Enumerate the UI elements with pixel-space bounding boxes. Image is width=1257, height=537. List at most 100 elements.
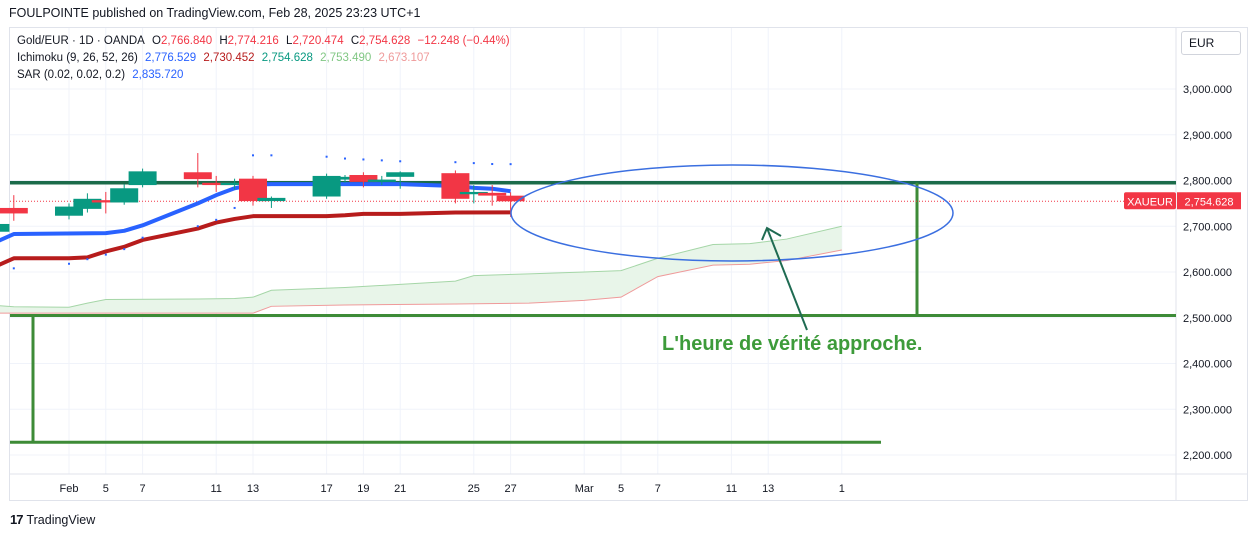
x-tick-label: 1 <box>839 483 845 495</box>
sar-dot <box>141 236 144 239</box>
x-tick-label: 11 <box>210 483 221 495</box>
ichimoku-span-a-line <box>0 225 842 308</box>
sar-dot <box>104 253 107 256</box>
y-tick-label: 2,400.000 <box>1183 359 1232 371</box>
sar-dot <box>472 162 475 165</box>
ichimoku-span-b-line <box>0 249 842 314</box>
symbol-price-tag-text: XAUEUR <box>1127 196 1173 208</box>
x-tick-label: 21 <box>394 483 406 495</box>
sar-dot <box>325 155 328 158</box>
ohlc-open: O2,766.840 <box>152 35 213 47</box>
sar-dot <box>491 163 494 166</box>
y-tick-label: 2,200.000 <box>1183 450 1232 462</box>
candle-up <box>73 198 102 209</box>
tradingview-logo-text: TradingView <box>26 513 96 527</box>
y-tick-label: 2,700.000 <box>1183 221 1232 233</box>
ichimoku-kijun-value: 2,730.452 <box>203 52 255 64</box>
ohlc-low: L2,720.474 <box>286 35 344 47</box>
x-tick-label: 25 <box>468 483 480 495</box>
candle-up <box>386 172 415 177</box>
candle-up <box>257 197 286 202</box>
sar-dot <box>509 163 512 166</box>
candle-down <box>91 200 120 203</box>
ichimoku-kijun-line <box>0 210 511 267</box>
ichimoku-label: Ichimoku (9, 26, 52, 26) <box>17 52 138 64</box>
candle-up <box>331 176 359 180</box>
x-tick-label: 17 <box>320 483 332 495</box>
sar-dot <box>344 157 346 160</box>
candle-up <box>220 182 249 186</box>
x-tick-label: 11 <box>726 483 737 495</box>
x-tick-label: 13 <box>762 483 774 495</box>
symbol-price-tag <box>1124 192 1176 210</box>
last-price-tag <box>1177 192 1241 210</box>
ichimoku-span-a-value: 2,753.490 <box>320 52 372 64</box>
candle-down <box>239 178 267 202</box>
y-tick-label: 2,600.000 <box>1183 267 1232 279</box>
ichimoku-tenkan-value: 2,776.529 <box>145 52 197 64</box>
sar-dot <box>68 262 70 265</box>
x-tick-label: Feb <box>60 483 79 495</box>
x-tick-label: 7 <box>655 483 661 495</box>
x-tick-label: Mar <box>575 483 594 495</box>
annotation-arrow-head <box>761 226 782 241</box>
ohlc-legend: Gold/EUR · 1D · OANDA O2,766.840 H2,774.… <box>17 35 514 47</box>
annotation-arrow <box>766 227 808 331</box>
candle-down <box>496 195 525 202</box>
tradingview-logo[interactable]: 17 TradingView <box>10 512 95 527</box>
sar-dot <box>12 267 15 270</box>
sar-label: SAR (0.02, 0.02, 0.2) <box>17 69 126 81</box>
annotation-text: L'heure de vérité approche. <box>662 333 923 355</box>
ichimoku-chikou-value: 2,754.628 <box>261 52 313 64</box>
y-tick-label: 2,900.000 <box>1183 130 1232 142</box>
y-tick-label: 2,500.000 <box>1183 313 1232 325</box>
sar-dot <box>233 206 236 209</box>
candle-up <box>55 206 83 216</box>
tradingview-logo-mark: 17 <box>10 512 24 527</box>
sar-dot <box>123 248 126 251</box>
sar-dot <box>86 258 89 261</box>
sar-dot <box>454 161 457 164</box>
candle-down <box>349 175 378 182</box>
x-tick-label: 19 <box>357 483 369 495</box>
symbol-label[interactable]: Gold/EUR · 1D · OANDA <box>17 35 145 47</box>
price-change: −12.248 (−0.44%) <box>417 35 510 47</box>
candle-up <box>110 188 139 203</box>
currency-button[interactable]: EUR <box>1181 31 1241 55</box>
candle-up <box>128 171 157 186</box>
highlight-ellipse <box>510 164 954 262</box>
last-price-tag-text: 2,754.628 <box>1185 196 1234 208</box>
ichimoku-legend[interactable]: Ichimoku (9, 26, 52, 26) 2,776.529 2,730… <box>17 52 434 64</box>
candle-up <box>312 175 341 197</box>
y-tick-label: 2,300.000 <box>1183 404 1232 416</box>
candle-down <box>441 173 470 199</box>
sar-dot <box>196 225 199 228</box>
sar-dot <box>399 160 402 163</box>
publish-header: FOULPOINTE published on TradingView.com,… <box>9 6 421 20</box>
sar-dot <box>252 154 254 157</box>
sar-dot <box>362 158 365 161</box>
candle-down <box>202 182 231 186</box>
sar-dot <box>215 218 218 221</box>
sar-legend[interactable]: SAR (0.02, 0.02, 0.2) 2,835.720 <box>17 69 187 81</box>
candle-up <box>459 191 488 195</box>
x-tick-label: 27 <box>504 483 516 495</box>
y-tick-label: 2,800.000 <box>1183 176 1232 188</box>
sar-value: 2,835.720 <box>132 69 184 81</box>
x-tick-label: 13 <box>247 483 259 495</box>
ohlc-high: H2,774.216 <box>219 35 279 47</box>
y-tick-label: 3,000.000 <box>1183 84 1232 96</box>
ohlc-close: C2,754.628 <box>350 35 411 47</box>
candle-up <box>0 223 10 232</box>
candle-up <box>367 179 396 182</box>
sar-dot <box>270 154 273 157</box>
candle-down <box>0 207 28 214</box>
candle-down <box>478 192 507 196</box>
x-tick-label: 5 <box>618 483 624 495</box>
x-tick-label: 7 <box>140 483 146 495</box>
ichimoku-span-b-value: 2,673.107 <box>378 52 430 64</box>
x-tick-label: 5 <box>103 483 109 495</box>
chart-frame <box>9 27 1248 501</box>
candle-down <box>183 172 212 180</box>
